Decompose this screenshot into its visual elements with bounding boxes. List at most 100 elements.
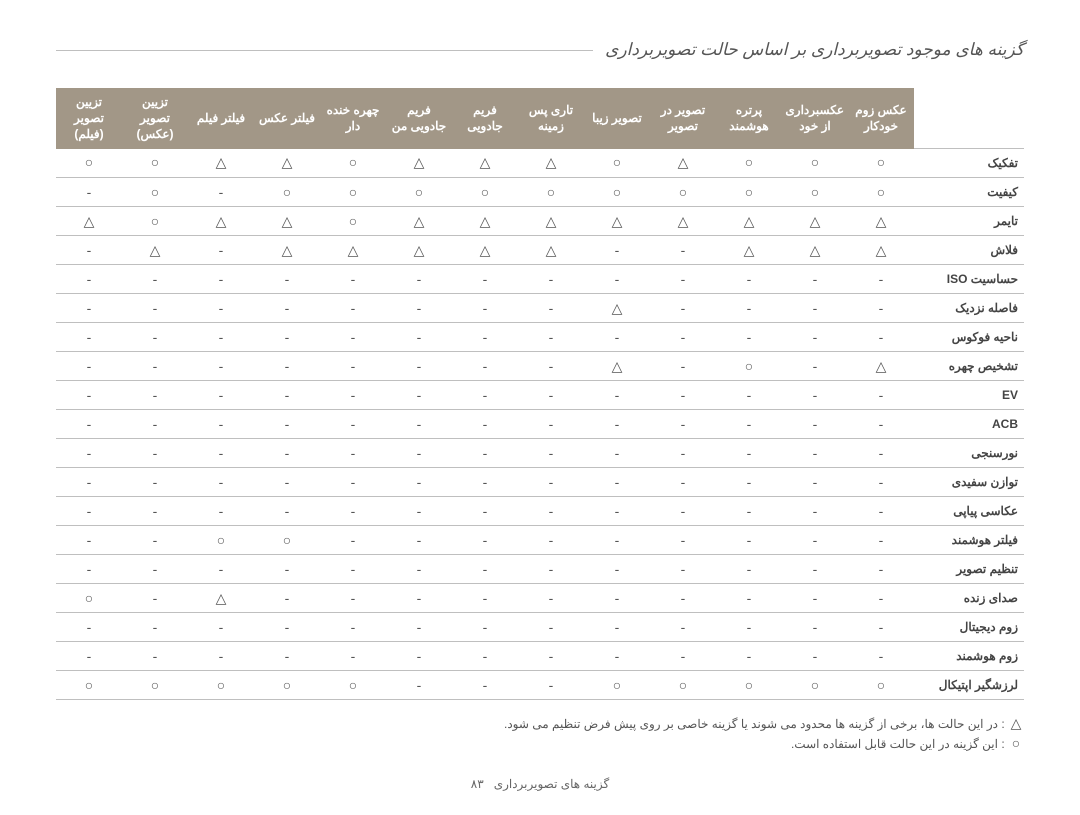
cell: - (518, 584, 584, 613)
cell: - (452, 352, 518, 381)
row-label: ناحیه فوکوس (914, 323, 1024, 352)
footnote-triangle: △ : در این حالت ها، برخی از گزینه ها محد… (56, 714, 1024, 734)
cell: △ (452, 236, 518, 265)
table-row: زوم دیجیتال------------- (56, 613, 1024, 642)
cell: △ (584, 352, 650, 381)
cell: - (320, 381, 386, 410)
row-label: نورسنجی (914, 439, 1024, 468)
cell: - (716, 294, 782, 323)
cell: - (782, 410, 848, 439)
cell: - (650, 265, 716, 294)
cell: △ (254, 207, 320, 236)
cell: - (254, 410, 320, 439)
cell: - (386, 468, 452, 497)
cell: - (386, 381, 452, 410)
cell: - (122, 323, 188, 352)
cell: - (716, 410, 782, 439)
cell: - (56, 265, 122, 294)
cell: - (122, 613, 188, 642)
cell: ○ (782, 149, 848, 178)
cell: - (782, 352, 848, 381)
cell: - (254, 555, 320, 584)
cell: △ (518, 236, 584, 265)
cell: ○ (716, 178, 782, 207)
row-label: حساسیت ISO (914, 265, 1024, 294)
cell: - (584, 526, 650, 555)
cell: - (650, 381, 716, 410)
cell: ○ (650, 178, 716, 207)
cell: - (386, 584, 452, 613)
cell: - (584, 642, 650, 671)
cell: △ (584, 207, 650, 236)
column-header: تصویر زیبا (584, 88, 650, 149)
cell: - (650, 323, 716, 352)
cell: - (848, 468, 914, 497)
cell: - (56, 323, 122, 352)
cell: - (320, 613, 386, 642)
table-row: کیفیت○○○○○○○○○○-○- (56, 178, 1024, 207)
cell: △ (650, 149, 716, 178)
cell: - (584, 613, 650, 642)
cell: - (848, 555, 914, 584)
cell: - (386, 294, 452, 323)
cell: - (188, 294, 254, 323)
cell: - (452, 555, 518, 584)
table-row: فلاش△△△--△△△△△-△- (56, 236, 1024, 265)
cell: - (518, 613, 584, 642)
cell: - (188, 410, 254, 439)
cell: - (56, 294, 122, 323)
cell: - (122, 468, 188, 497)
cell: - (320, 642, 386, 671)
cell: - (452, 294, 518, 323)
cell: - (254, 323, 320, 352)
cell: △ (386, 149, 452, 178)
cell: - (848, 294, 914, 323)
cell: - (518, 265, 584, 294)
table-row: ناحیه فوکوس------------- (56, 323, 1024, 352)
cell: - (188, 381, 254, 410)
cell: - (848, 526, 914, 555)
table-row: تایمر△△△△△△△△○△△○△ (56, 207, 1024, 236)
cell: - (518, 555, 584, 584)
row-label: تایمر (914, 207, 1024, 236)
cell: ○ (320, 207, 386, 236)
page-title: گزینه های موجود تصویربرداری بر اساس حالت… (605, 40, 1024, 60)
cell: - (848, 323, 914, 352)
cell: - (518, 381, 584, 410)
cell: - (254, 294, 320, 323)
cell: - (584, 468, 650, 497)
column-header: فریم جادویی (452, 88, 518, 149)
cell: - (56, 555, 122, 584)
cell: - (386, 265, 452, 294)
circle-icon: ○ (1008, 736, 1024, 750)
cell: - (782, 613, 848, 642)
row-label: EV (914, 381, 1024, 410)
footer-page: ۸۳ (471, 777, 484, 791)
cell: - (122, 410, 188, 439)
cell: △ (650, 207, 716, 236)
column-header: عکسبرداری از خود (782, 88, 848, 149)
cell: - (584, 265, 650, 294)
cell: - (254, 352, 320, 381)
cell: ○ (122, 178, 188, 207)
cell: - (254, 468, 320, 497)
table-row: حساسیت ISO------------- (56, 265, 1024, 294)
cell: - (56, 642, 122, 671)
cell: ○ (848, 149, 914, 178)
table-row: تنظیم تصویر------------- (56, 555, 1024, 584)
cell: △ (518, 207, 584, 236)
cell: - (848, 410, 914, 439)
cell: - (386, 323, 452, 352)
cell: ○ (848, 178, 914, 207)
row-label: لرزشگیر اپتیکال (914, 671, 1024, 700)
cell: - (254, 265, 320, 294)
cell: - (320, 468, 386, 497)
cell: - (584, 381, 650, 410)
cell: ○ (254, 671, 320, 700)
cell: - (188, 265, 254, 294)
cell: - (782, 526, 848, 555)
cell: ○ (848, 671, 914, 700)
column-header: عکس زوم خودکار (848, 88, 914, 149)
cell: - (584, 236, 650, 265)
cell: - (716, 642, 782, 671)
